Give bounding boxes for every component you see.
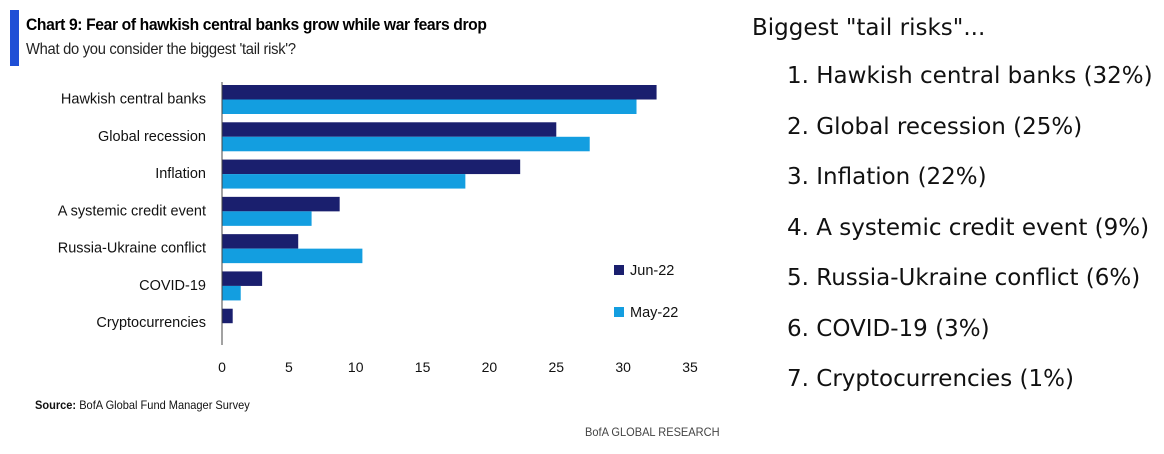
bar-may-22-5 xyxy=(222,285,241,301)
x-tick-label: 30 xyxy=(615,359,631,375)
bar-jun-22-4 xyxy=(222,234,299,249)
category-label: Cryptocurrencies xyxy=(96,315,206,331)
category-label: COVID-19 xyxy=(139,278,206,294)
source-note: Source: BofA Global Fund Manager Survey xyxy=(35,398,250,412)
bar-jun-22-6 xyxy=(222,308,233,324)
category-label: A systemic credit event xyxy=(58,203,206,219)
list-item: 2. Global recession (25%) xyxy=(787,113,1083,140)
source-text: BofA Global Fund Manager Survey xyxy=(79,398,250,412)
legend-swatch-may-22 xyxy=(614,307,624,317)
list-item: 6. COVID-19 (3%) xyxy=(787,315,990,342)
x-tick-label: 15 xyxy=(415,359,431,375)
x-tick-label: 5 xyxy=(285,359,293,375)
bar-may-22-1 xyxy=(222,136,590,152)
category-label: Russia-Ukraine conflict xyxy=(58,241,206,257)
list-item: 3. Inflation (22%) xyxy=(787,164,987,190)
bar-jun-22-3 xyxy=(222,196,340,212)
chart-subtitle: What do you consider the biggest 'tail r… xyxy=(26,41,296,58)
x-tick-label: 25 xyxy=(548,359,564,375)
x-tick-label: 35 xyxy=(682,359,698,375)
footer-brand: BofA GLOBAL RESEARCH xyxy=(585,425,720,439)
source-label: Source: xyxy=(35,398,77,412)
legend-label: Jun-22 xyxy=(630,263,674,279)
side-heading: Biggest "tail risks"... xyxy=(752,15,986,41)
bar-may-22-3 xyxy=(222,211,312,226)
x-tick-label: 10 xyxy=(348,359,364,375)
legend-label: May-22 xyxy=(630,305,678,321)
bar-chart: Hawkish central banks Global recession Inf… xyxy=(58,82,698,375)
bar-jun-22-2 xyxy=(222,159,521,175)
bar-jun-22-0 xyxy=(222,85,657,100)
bar-jun-22-1 xyxy=(222,122,557,137)
x-tick-label: 0 xyxy=(218,359,226,375)
chart-title: Chart 9: Fear of hawkish central banks g… xyxy=(26,15,487,34)
category-label: Inflation xyxy=(155,166,206,182)
bar-may-22-0 xyxy=(222,99,637,114)
list-item: 5. Russia-Ukraine conflict (6%) xyxy=(787,265,1141,291)
bar-jun-22-5 xyxy=(222,271,263,286)
category-label: Hawkish central banks xyxy=(61,92,206,108)
list-item: 1. Hawkish central banks (32%) xyxy=(787,63,1153,89)
x-tick-label: 20 xyxy=(482,359,498,375)
bar-may-22-2 xyxy=(222,174,466,189)
title-accent-bar xyxy=(10,10,19,66)
legend-swatch-jun-22 xyxy=(614,265,624,275)
tail-risk-list: 1. Hawkish central banks (32%) 2. Global… xyxy=(787,58,1153,412)
list-item: 4. A systemic credit event (9%) xyxy=(787,214,1150,241)
list-item: 7. Cryptocurrencies (1%) xyxy=(787,366,1074,392)
bar-may-22-4 xyxy=(222,248,363,264)
category-label: Global recession xyxy=(98,129,206,145)
